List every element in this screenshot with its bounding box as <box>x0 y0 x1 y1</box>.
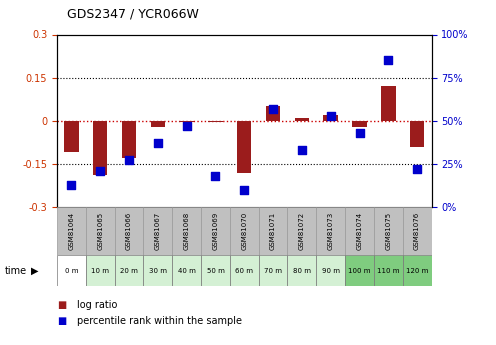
Text: GSM81071: GSM81071 <box>270 212 276 250</box>
Bar <box>230 255 259 286</box>
Text: 0 m: 0 m <box>64 268 78 274</box>
Bar <box>345 255 374 286</box>
Bar <box>259 255 288 286</box>
Bar <box>201 255 230 286</box>
Text: 100 m: 100 m <box>348 268 371 274</box>
Point <box>125 158 133 163</box>
Text: 30 m: 30 m <box>149 268 167 274</box>
Bar <box>410 121 424 147</box>
Bar <box>259 207 288 255</box>
Text: GSM81068: GSM81068 <box>184 212 189 250</box>
Text: ■: ■ <box>57 316 66 326</box>
Bar <box>288 255 316 286</box>
Bar <box>403 207 432 255</box>
Text: 80 m: 80 m <box>293 268 311 274</box>
Bar <box>172 207 201 255</box>
Text: GSM81073: GSM81073 <box>328 212 334 250</box>
Point <box>183 123 190 129</box>
Point <box>96 168 104 174</box>
Text: GSM81066: GSM81066 <box>126 212 132 250</box>
Text: GSM81076: GSM81076 <box>414 212 420 250</box>
Bar <box>316 255 345 286</box>
Bar <box>266 106 280 121</box>
Bar <box>57 207 86 255</box>
Text: GSM81075: GSM81075 <box>385 212 391 250</box>
Point <box>269 106 277 111</box>
Bar <box>288 207 316 255</box>
Point <box>67 182 75 187</box>
Text: percentile rank within the sample: percentile rank within the sample <box>77 316 242 326</box>
Text: GSM81074: GSM81074 <box>357 212 363 250</box>
Point <box>154 140 162 146</box>
Bar <box>295 118 309 121</box>
Text: GSM81072: GSM81072 <box>299 212 305 250</box>
Text: GSM81070: GSM81070 <box>241 212 248 250</box>
Text: GSM81067: GSM81067 <box>155 212 161 250</box>
Text: ■: ■ <box>57 300 66 310</box>
Bar <box>237 121 251 172</box>
Point <box>356 130 364 136</box>
Bar <box>403 255 432 286</box>
Bar <box>352 121 367 127</box>
Bar <box>57 255 86 286</box>
Text: time: time <box>5 266 27 276</box>
Bar <box>86 207 115 255</box>
Point <box>327 113 335 118</box>
Point <box>240 187 248 193</box>
Bar <box>143 255 172 286</box>
Bar <box>180 121 194 122</box>
Text: ▶: ▶ <box>31 266 39 276</box>
Bar <box>201 207 230 255</box>
Bar <box>151 121 165 127</box>
Bar <box>122 121 136 158</box>
Text: 40 m: 40 m <box>178 268 195 274</box>
Point <box>211 173 219 179</box>
Bar <box>323 115 338 121</box>
Bar <box>374 255 403 286</box>
Bar <box>345 207 374 255</box>
Text: 60 m: 60 m <box>235 268 253 274</box>
Bar <box>316 207 345 255</box>
Text: 70 m: 70 m <box>264 268 282 274</box>
Point <box>413 166 421 172</box>
Bar <box>172 255 201 286</box>
Text: 10 m: 10 m <box>91 268 109 274</box>
Bar <box>64 121 79 152</box>
Point <box>298 147 306 153</box>
Bar <box>115 255 143 286</box>
Bar <box>115 207 143 255</box>
Text: 120 m: 120 m <box>406 268 429 274</box>
Bar <box>86 255 115 286</box>
Text: log ratio: log ratio <box>77 300 117 310</box>
Bar <box>143 207 172 255</box>
Text: GDS2347 / YCR066W: GDS2347 / YCR066W <box>67 8 199 21</box>
Text: 90 m: 90 m <box>322 268 340 274</box>
Bar <box>208 121 223 122</box>
Text: GSM81064: GSM81064 <box>68 212 74 250</box>
Bar <box>93 121 108 175</box>
Text: GSM81069: GSM81069 <box>212 212 218 250</box>
Text: 20 m: 20 m <box>120 268 138 274</box>
Bar <box>230 207 259 255</box>
Text: GSM81065: GSM81065 <box>97 212 103 250</box>
Bar <box>374 207 403 255</box>
Point <box>384 58 392 63</box>
Bar <box>381 86 395 121</box>
Text: 110 m: 110 m <box>377 268 400 274</box>
Text: 50 m: 50 m <box>206 268 224 274</box>
